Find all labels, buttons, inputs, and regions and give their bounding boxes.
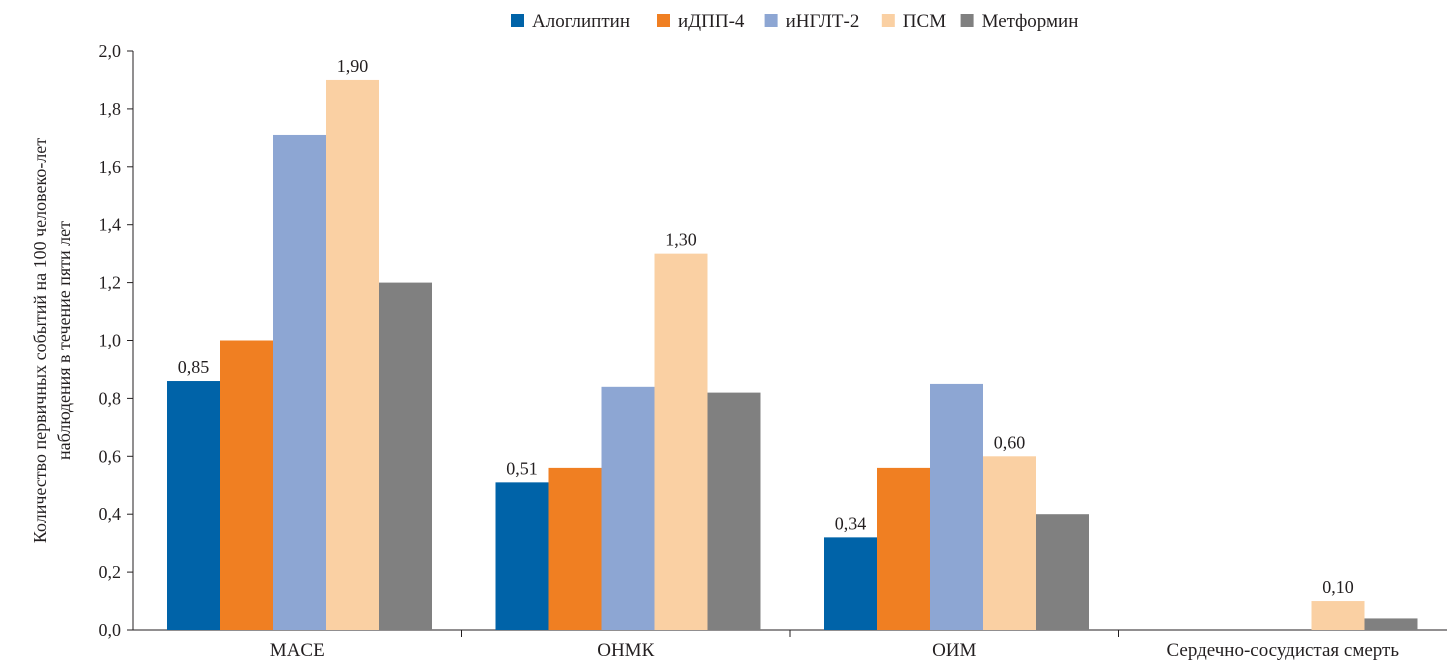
bar-псм-mace: [326, 79, 379, 630]
legend-label: иНГЛТ-2: [786, 11, 860, 32]
bar-идпп-4-онмк: [548, 467, 602, 630]
legend-item-идпп-4: иДПП-4: [657, 11, 745, 32]
y-tick-label: 1,0: [99, 331, 122, 351]
y-axis-title-line: Количество первичных событий на 100 чело…: [30, 138, 50, 543]
bar-метформин-сердечно-сосудистая-смерть: [1364, 618, 1418, 630]
y-tick-label: 1,2: [99, 273, 122, 293]
bars: [167, 79, 1418, 630]
bar-псм-сердечно-сосудистая-смерть: [1311, 601, 1365, 630]
legend-swatch: [511, 14, 524, 27]
legend-item-алоглиптин: Алоглиптин: [511, 11, 630, 32]
y-tick-label: 0,4: [99, 504, 122, 524]
data-label: 0,85: [178, 357, 210, 377]
y-tick-label: 0,2: [99, 562, 122, 582]
legend-label: Метформин: [982, 11, 1079, 32]
bar-инглт-2-онмк: [601, 386, 655, 630]
x-tick-label: Сердечно-сосудистая смерть: [1167, 640, 1400, 661]
legend: Алоглиптин иДПП-4 иНГЛТ-2 ПСМ Метформин: [511, 11, 1078, 32]
data-label: 0,34: [835, 513, 867, 533]
bar-алоглиптин-mace: [167, 381, 220, 630]
x-tick-label: MACE: [270, 640, 325, 661]
data-label: 1,90: [337, 56, 369, 76]
data-label: 0,10: [1322, 577, 1354, 597]
y-tick-label: 0,0: [99, 620, 122, 640]
bar-псм-оим: [983, 456, 1036, 630]
legend-label: иДПП-4: [678, 11, 745, 32]
bar-алоглиптин-онмк: [495, 482, 549, 630]
legend-item-метформин: Метформин: [960, 11, 1079, 32]
legend-item-псм: ПСМ: [881, 11, 946, 32]
y-tick-label: 2,0: [99, 41, 122, 61]
data-label: 0,60: [994, 432, 1026, 452]
y-tick-label: 1,8: [99, 99, 122, 119]
y-axis-title-line: наблюдения в течение пяти лет: [54, 221, 74, 460]
bar-идпп-4-mace: [220, 340, 273, 630]
x-tick-label: ОНМК: [597, 640, 654, 661]
bar-метформин-онмк: [707, 392, 761, 630]
data-labels: 0,85 1,90 0,51 1,30 0,34 0,60 0,10: [178, 56, 1354, 597]
legend-swatch: [960, 14, 974, 27]
bar-идпп-4-оим: [877, 467, 930, 630]
y-tick-label: 0,6: [99, 446, 122, 466]
axes: 0,0 0,2 0,4 0,6 0,8 1,0 1,2 1,4 1,6 1,8 2,0 MACE ОНМ…: [99, 41, 1447, 661]
bar-псм-онмк: [654, 253, 708, 630]
data-label: 0,51: [506, 458, 538, 478]
bar-инглт-2-mace: [273, 134, 326, 630]
data-label: 1,30: [665, 230, 697, 250]
y-tick-label: 1,4: [99, 215, 122, 235]
legend-swatch: [764, 14, 778, 27]
bar-инглт-2-оим: [930, 383, 983, 630]
bar-метформин-оим: [1036, 514, 1089, 630]
y-tick-label: 1,6: [99, 157, 122, 177]
legend-label: Алоглиптин: [532, 11, 630, 32]
x-tick-label: ОИМ: [932, 640, 976, 661]
y-axis-title: Количество первичных событий на 100 чело…: [30, 138, 74, 543]
y-tick-label: 0,8: [99, 388, 122, 408]
legend-item-инглт-2: иНГЛТ-2: [764, 11, 860, 32]
legend-swatch: [657, 14, 670, 27]
bar-метформин-mace: [379, 282, 432, 630]
legend-swatch: [881, 14, 895, 27]
bar-алоглиптин-оим: [824, 537, 877, 630]
legend-label: ПСМ: [903, 11, 946, 32]
